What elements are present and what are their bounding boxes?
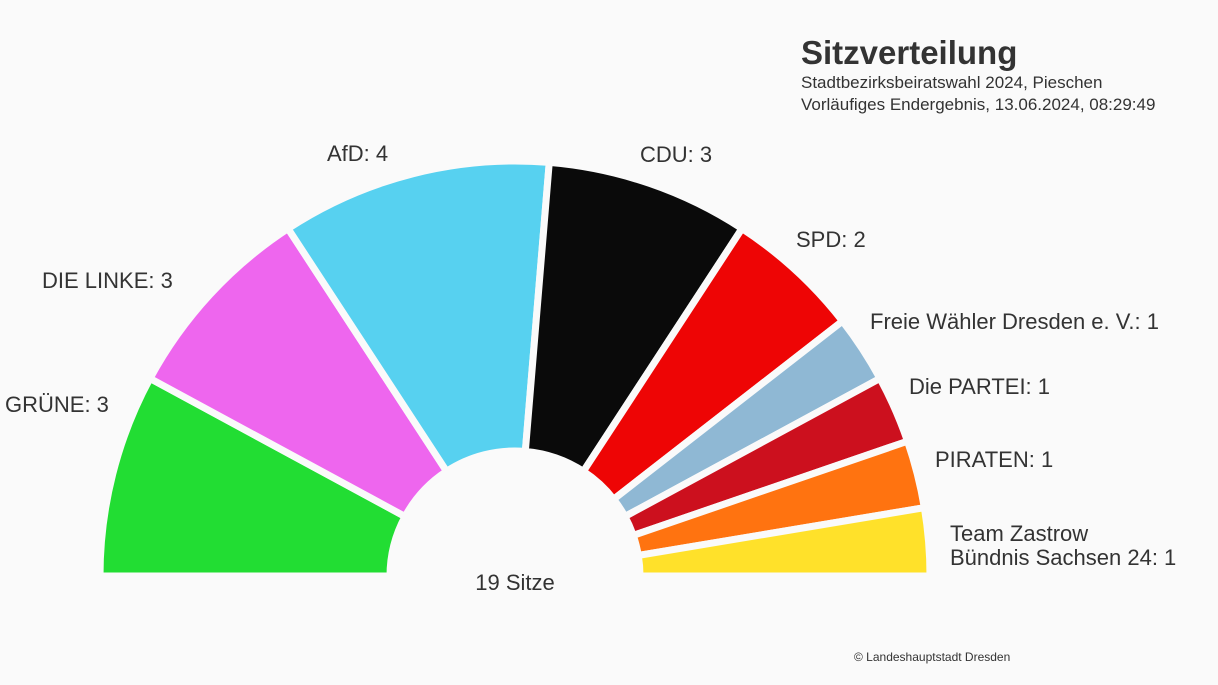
data-label-afd: AfD: 4 [327,141,388,166]
slice-die-linke[interactable] [146,225,451,521]
chart-data-labels: GRÜNE: 3 DIE LINKE: 3 AfD: 4 CDU: 3 SPD: 2 Fr… [5,141,1176,570]
copyright-credit: © Landeshauptstadt Dresden [854,650,1011,664]
data-label-freie-wähler-dresden-e-v: Freie Wähler Dresden e. V.: 1 [870,309,1159,334]
chart-title: Sitzverteilung [801,34,1018,71]
data-label-die-linke: DIE LINKE: 3 [42,268,173,293]
slice-cdu[interactable] [521,158,746,475]
data-label-piraten: PIRATEN: 1 [935,447,1053,472]
data-label-grüne: GRÜNE: 3 [5,392,109,417]
slice-team-zastrow-bündnis-sachsen-24[interactable] [634,504,934,580]
data-label-spd: SPD: 2 [796,227,866,252]
chart-subtitle-election: Stadtbezirksbeiratswahl 2024, Pieschen [801,73,1103,92]
chart-subtitle-result-status: Vorläufiges Endergebnis, 13.06.2024, 08:… [801,95,1156,114]
data-label-cdu: CDU: 3 [640,142,712,167]
total-seats-label: 19 Sitze [475,570,555,595]
slice-afd[interactable] [284,157,553,475]
data-label-team-zastrow-bündnis-sachsen-24: Team Zastrow Bündnis Sachsen 24: 1 [950,521,1176,570]
data-label-die-partei: Die PARTEI: 1 [909,374,1050,399]
slice-grüne[interactable] [96,374,409,580]
chart-header: Sitzverteilung Stadtbezirksbeiratswahl 2… [801,34,1155,116]
chart-slices [96,157,934,580]
